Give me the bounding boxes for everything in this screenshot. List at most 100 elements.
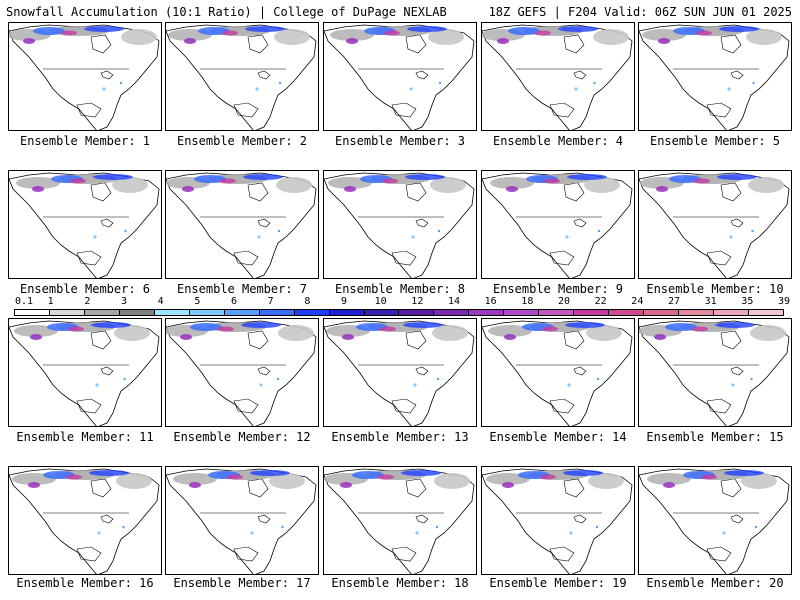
snow-dot bbox=[95, 383, 99, 387]
snow-purple-blob bbox=[344, 186, 356, 192]
snow-magenta-blob bbox=[70, 178, 86, 184]
snow-gray-blob bbox=[114, 325, 150, 341]
colorbar-cell bbox=[224, 310, 260, 315]
snow-gray-blob bbox=[278, 325, 314, 341]
hudson-bay-path bbox=[90, 34, 112, 54]
snow-dot bbox=[255, 87, 259, 91]
lakes-path bbox=[257, 514, 271, 524]
snow-dot bbox=[93, 235, 97, 239]
ensemble-member-panel bbox=[8, 22, 162, 131]
colorbar-tick-labels: 0.1 1 2 3 4 5 6 7 8 9 10 12 14 16 18 20 22 24 27 31 35 39 bbox=[14, 296, 790, 308]
ensemble-member-label: Ensemble Member: 20 bbox=[646, 576, 784, 590]
snow-dot bbox=[750, 377, 753, 381]
hudson-bay-path bbox=[720, 330, 742, 350]
snow-dot bbox=[413, 383, 417, 387]
colorbar-cell bbox=[329, 310, 365, 315]
snow-magenta-blob bbox=[227, 474, 243, 480]
colorbar-cell bbox=[574, 310, 610, 315]
hudson-bay-path bbox=[90, 330, 112, 350]
ensemble-member-label: Ensemble Member: 7 bbox=[176, 282, 308, 296]
hudson-bay-path bbox=[405, 330, 427, 350]
gulf-path bbox=[76, 250, 102, 266]
colorbar-cell bbox=[189, 310, 225, 315]
map-canvas bbox=[166, 320, 317, 426]
snow-dot bbox=[596, 377, 600, 381]
colorbar-tick-label: 0.1 bbox=[14, 296, 34, 307]
map-canvas bbox=[639, 320, 790, 426]
snow-blue-blob bbox=[93, 174, 133, 180]
ensemble-member-label: Ensemble Member: 2 bbox=[176, 134, 308, 148]
snow-dot bbox=[435, 525, 439, 529]
snow-magenta-blob bbox=[61, 30, 77, 36]
snow-dot bbox=[119, 81, 123, 85]
colorbar-tick-label: 24 bbox=[631, 296, 644, 307]
snow-magenta-blob bbox=[535, 30, 551, 36]
snow-magenta-blob bbox=[382, 178, 398, 184]
snow-purple-blob bbox=[23, 38, 35, 44]
colorbar-tick-label: 3 bbox=[120, 296, 128, 307]
lakes-path bbox=[415, 218, 429, 228]
header-title-right: 18Z GEFS | F204 Valid: 06Z SUN JUN 01 20… bbox=[488, 5, 792, 19]
ensemble-member-label: Ensemble Member: 10 bbox=[646, 282, 784, 296]
hudson-bay-path bbox=[563, 330, 585, 350]
ensemble-member-panel bbox=[165, 170, 319, 279]
colorbar-cell bbox=[469, 310, 505, 315]
map-canvas bbox=[639, 24, 790, 130]
snow-purple-blob bbox=[506, 186, 518, 192]
snow-magenta-blob bbox=[380, 326, 396, 332]
snow-dot bbox=[124, 229, 127, 233]
map-canvas bbox=[9, 468, 160, 574]
snow-blue-blob bbox=[403, 322, 443, 328]
snow-dot bbox=[257, 235, 261, 239]
ensemble-member-panel bbox=[8, 466, 162, 575]
snow-blue-blob bbox=[567, 174, 607, 180]
snow-gray-blob bbox=[173, 473, 217, 485]
snow-magenta-blob bbox=[696, 30, 712, 36]
snow-magenta-blob bbox=[66, 474, 82, 480]
colorbar-cell bbox=[84, 310, 120, 315]
snow-dot bbox=[259, 383, 263, 387]
colorbar-tick-label: 2 bbox=[84, 296, 91, 307]
lakes-path bbox=[573, 70, 587, 80]
lakes-path bbox=[257, 70, 271, 80]
snow-dot bbox=[409, 87, 413, 91]
snow-gray-blob bbox=[741, 473, 777, 489]
colorbar-cell bbox=[154, 310, 190, 315]
snow-dot bbox=[567, 383, 571, 387]
snow-gray-blob bbox=[490, 177, 534, 189]
snow-blue-blob bbox=[717, 174, 757, 180]
map-canvas bbox=[166, 24, 317, 130]
header-title-left: Snowfall Accumulation (10:1 Ratio) | Col… bbox=[6, 5, 447, 19]
ensemble-member-label: Ensemble Member: 17 bbox=[173, 576, 311, 590]
colorbar-tick-label: 14 bbox=[447, 296, 461, 307]
snow-dot bbox=[278, 81, 282, 85]
map-canvas bbox=[482, 24, 633, 130]
lakes-path bbox=[257, 218, 271, 228]
snow-dot bbox=[415, 531, 419, 535]
ensemble-member-label: Ensemble Member: 11 bbox=[16, 430, 154, 444]
ensemble-member-panel bbox=[638, 170, 792, 279]
snow-magenta-blob bbox=[540, 474, 556, 480]
snow-gray-blob bbox=[434, 473, 470, 489]
snow-gray-blob bbox=[121, 29, 157, 45]
snow-blue-blob bbox=[508, 27, 540, 35]
colorbar-tick-label: 4 bbox=[157, 296, 164, 307]
snow-blue-blob bbox=[194, 175, 226, 183]
snow-blue-blob bbox=[33, 27, 65, 35]
ensemble-member-panel bbox=[638, 466, 792, 575]
snow-blue-blob bbox=[352, 471, 384, 479]
map-canvas bbox=[639, 468, 790, 574]
snow-gray-blob bbox=[748, 177, 784, 193]
ensemble-member-panel bbox=[323, 170, 477, 279]
snow-purple-blob bbox=[497, 38, 509, 44]
snow-purple-blob bbox=[180, 334, 192, 340]
lakes-path bbox=[415, 514, 429, 524]
snow-gray-blob bbox=[428, 29, 464, 45]
snow-magenta-blob bbox=[692, 326, 708, 332]
snow-gray-blob bbox=[586, 325, 622, 341]
hudson-bay-path bbox=[405, 478, 427, 498]
snow-dot bbox=[752, 81, 755, 85]
colorbar-tick-label: 5 bbox=[194, 296, 201, 307]
snow-gray-blob bbox=[269, 473, 305, 489]
snow-purple-blob bbox=[663, 482, 675, 488]
